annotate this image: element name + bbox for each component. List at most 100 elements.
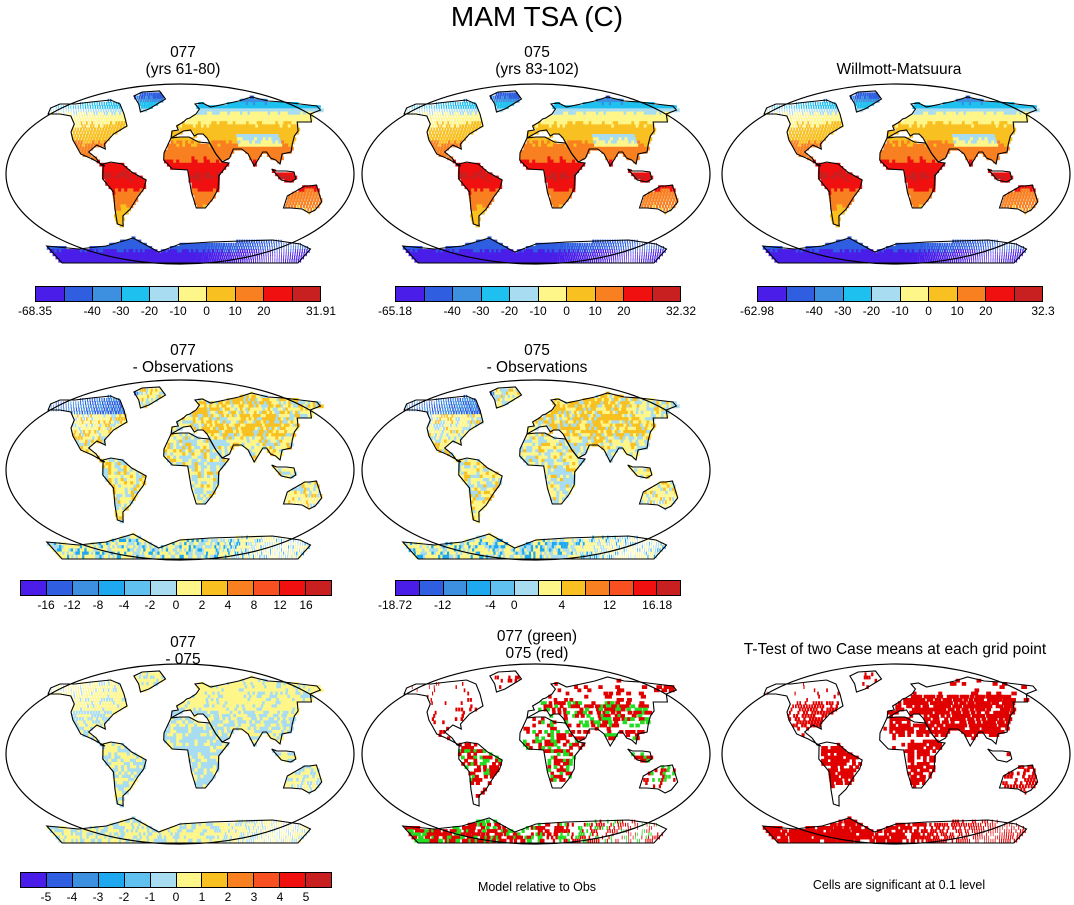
map-cell (609, 249, 611, 253)
map-cell (812, 127, 815, 132)
map-cell (819, 111, 822, 116)
map-cell (813, 134, 816, 138)
map-cell (210, 137, 215, 141)
map-cell (179, 156, 183, 161)
map-cell (242, 111, 247, 116)
map-cell (168, 255, 172, 260)
map-cell (581, 140, 586, 145)
map-cell (223, 118, 228, 122)
map-cell (137, 255, 142, 260)
map-cell (490, 239, 495, 244)
map-cell (577, 130, 582, 135)
map-cell (473, 178, 478, 183)
map-cell (609, 146, 614, 151)
map-cell (617, 105, 623, 109)
map-cell (179, 140, 183, 145)
map-cell (120, 182, 125, 186)
map-cell (475, 255, 480, 260)
map-cell (908, 121, 913, 125)
map-cell (458, 127, 461, 132)
map-cell (318, 194, 321, 199)
map-cell (251, 249, 253, 253)
map-cell (279, 252, 280, 257)
map-cell (647, 130, 653, 135)
map-cell (214, 140, 219, 145)
map-cell (174, 252, 178, 257)
map-cell (470, 175, 475, 180)
map-cell (526, 146, 530, 151)
map-cell (475, 118, 478, 122)
map-cell (575, 111, 580, 116)
map-cell (191, 246, 194, 250)
map-cell (610, 137, 615, 141)
map-cell (634, 175, 638, 180)
map-cell (223, 249, 226, 253)
map-cell (183, 255, 187, 260)
map-cell (593, 242, 596, 247)
map-cell (292, 246, 294, 250)
map-cell (469, 111, 472, 116)
map-cell (500, 255, 504, 260)
map-cell (88, 111, 90, 116)
map-cell (179, 246, 183, 250)
map-cell (601, 127, 606, 132)
map-cell (307, 201, 310, 205)
map-cell (119, 201, 124, 205)
map-cell (637, 249, 638, 253)
map-cell (139, 178, 143, 183)
map-cell (634, 239, 636, 244)
map-cell (933, 124, 938, 129)
map-cell (790, 134, 793, 138)
map-cell (774, 105, 775, 109)
map-cell (629, 143, 634, 148)
map-cell (75, 130, 78, 135)
map-cell (214, 255, 217, 260)
map-cell (815, 114, 818, 119)
map-cell (909, 130, 913, 135)
map-cell (647, 258, 649, 263)
map-cell (948, 130, 953, 135)
map-cell (199, 204, 204, 209)
map-cell (276, 143, 281, 148)
map-cell (179, 150, 183, 154)
panel-5-title-line2: - Observations (486, 359, 588, 376)
map-cell (198, 121, 202, 125)
map-cell (287, 252, 289, 257)
map-cell (523, 146, 527, 151)
map-cell (556, 246, 560, 250)
map-cell (621, 239, 624, 244)
map-cell (798, 127, 801, 132)
map-cell (467, 105, 470, 109)
map-cell (489, 242, 494, 247)
map-cell (249, 252, 251, 257)
map-cell (581, 242, 584, 247)
map-cell (231, 258, 233, 263)
map-cell (808, 118, 811, 122)
map-cell (825, 121, 829, 125)
map-cell (291, 191, 295, 196)
map-cell (288, 130, 294, 135)
map-cell (197, 118, 202, 122)
map-cell (803, 118, 806, 122)
map-cell (427, 127, 430, 132)
map-cell (663, 118, 670, 122)
map-cell (559, 201, 563, 205)
map-cell (108, 175, 112, 180)
map-cell (107, 121, 110, 125)
map-cell (261, 127, 267, 132)
map-cell (243, 140, 248, 145)
map-cell (962, 121, 967, 125)
map-cell (964, 114, 970, 119)
map-cell (622, 150, 627, 154)
map-cell (566, 169, 570, 173)
map-cell (187, 137, 192, 141)
map-cell (776, 108, 778, 113)
map-cell (122, 114, 125, 119)
map-cell (602, 108, 607, 113)
map-cell (117, 162, 122, 167)
map-cell (236, 108, 241, 113)
map-cell (449, 127, 452, 132)
map-cell (600, 258, 602, 263)
map-cell (654, 255, 656, 260)
map-cell (538, 140, 542, 145)
